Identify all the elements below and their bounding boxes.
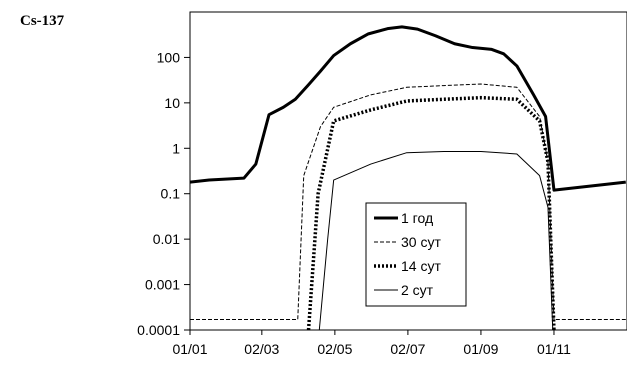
y-tick-label: 10 <box>164 95 180 111</box>
series-line-1 <box>190 83 626 321</box>
legend-label-1: 30 сут <box>401 234 441 250</box>
y-tick-label: 1 <box>172 140 180 156</box>
series-line-0 <box>190 25 626 192</box>
series-line-3 <box>318 150 554 330</box>
legend: 1 год 30 сут 14 сут 2 сут <box>365 202 467 307</box>
x-tick-label: 02/07 <box>390 341 425 357</box>
legend-label-2: 14 сут <box>401 258 441 274</box>
x-tick-label: 02/03 <box>244 341 279 357</box>
plot-area-frame <box>189 11 627 331</box>
x-axis: 01/01 02/03 02/05 02/07 01/09 01/11 <box>172 330 571 357</box>
chart-title: Cs-137 <box>20 13 65 29</box>
x-tick-label: 01/09 <box>463 341 498 357</box>
y-tick-label: 0.1 <box>161 186 181 202</box>
y-tick-label: 0.001 <box>145 277 180 293</box>
x-tick-label: 02/05 <box>317 341 352 357</box>
legend-box <box>365 202 467 307</box>
y-axis: 0.0001 0.001 0.01 0.1 1 10 100 <box>137 49 190 338</box>
y-tick-label: 0.01 <box>153 231 180 247</box>
x-tick-label: 01/11 <box>537 341 571 357</box>
x-tick-label: 01/01 <box>172 341 207 357</box>
legend-label-3: 2 сут <box>401 282 434 298</box>
legend-label-0: 1 год <box>401 210 433 226</box>
y-tick-label: 100 <box>157 49 181 65</box>
series-layer <box>190 25 626 330</box>
y-tick-label: 0.0001 <box>137 322 180 338</box>
